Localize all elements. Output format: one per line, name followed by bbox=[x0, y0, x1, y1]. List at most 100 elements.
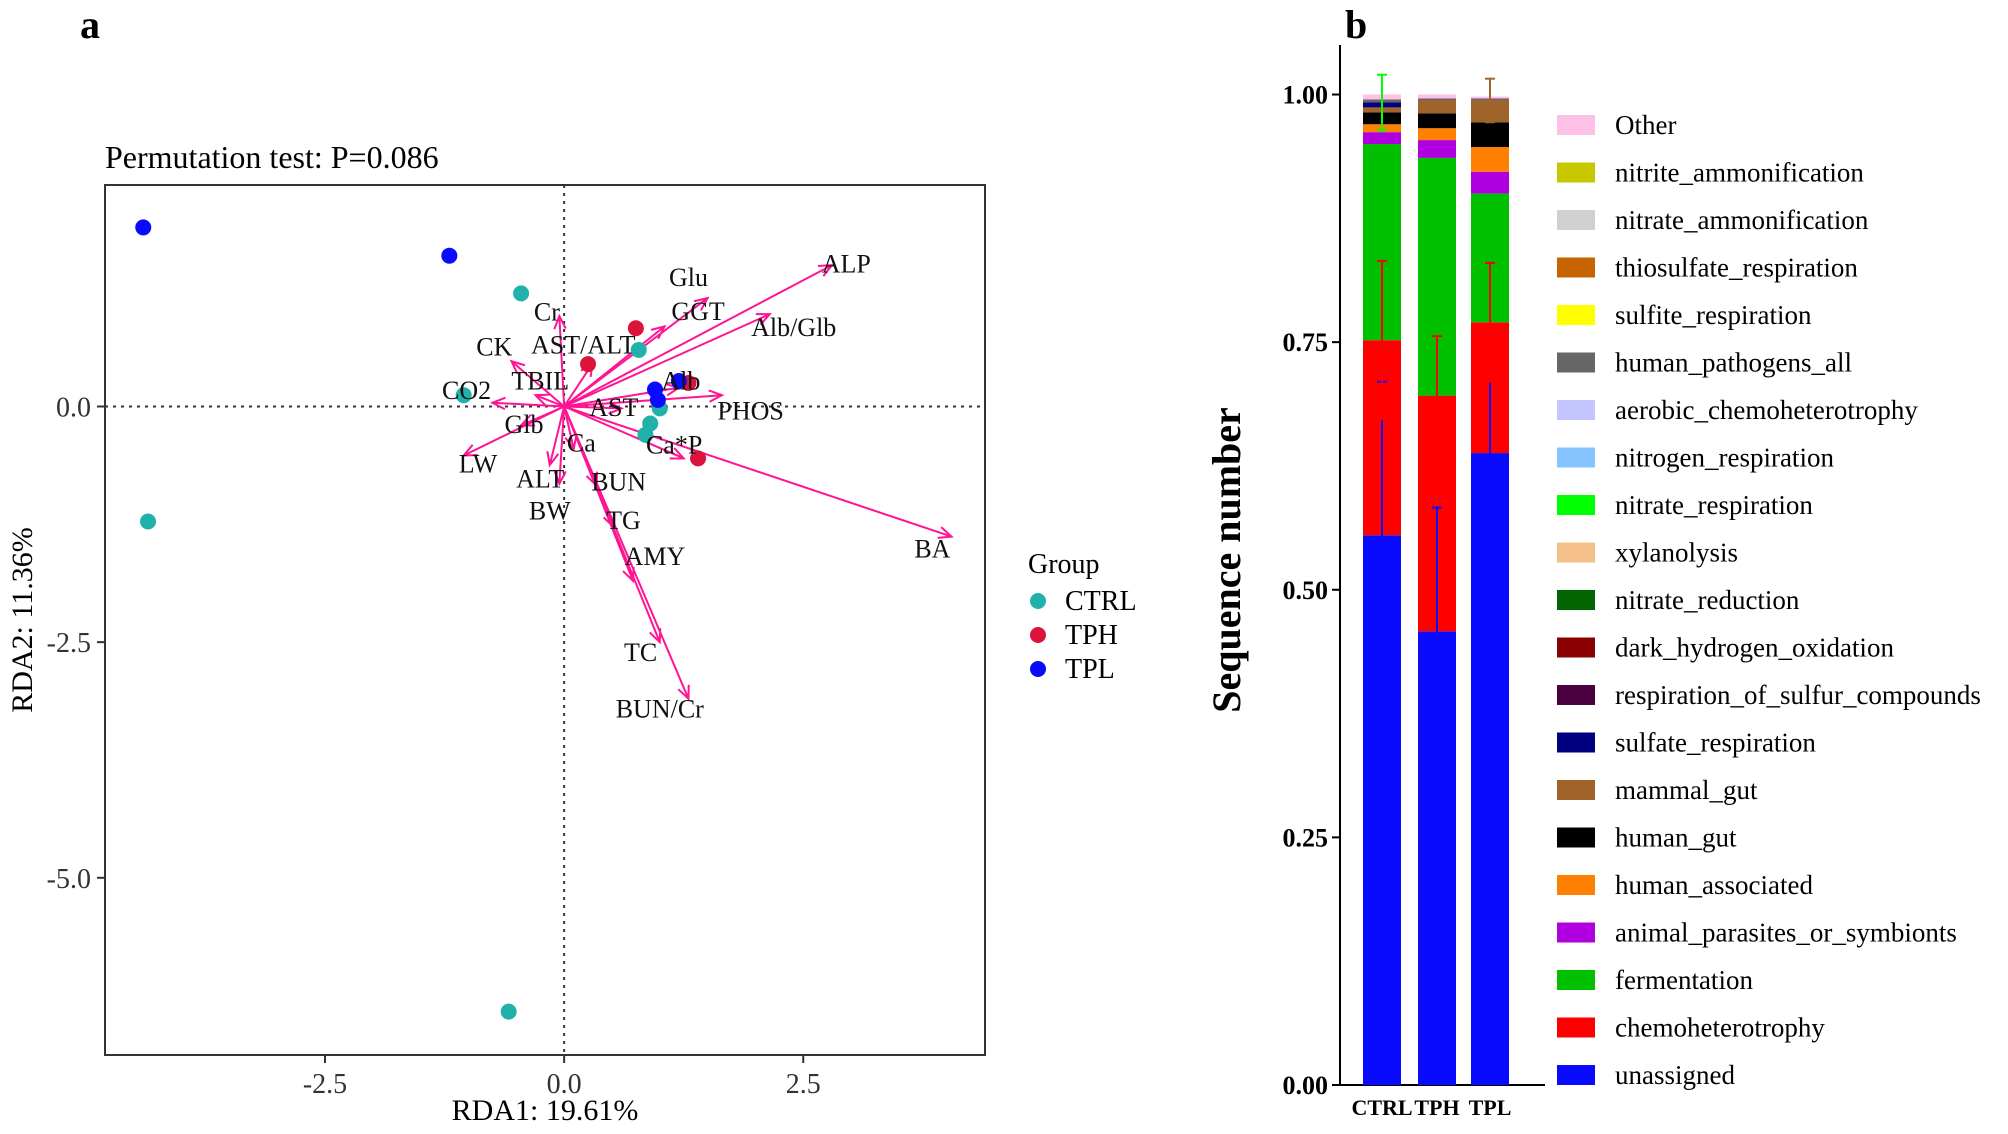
rda-y-tick-label: 0.0 bbox=[56, 393, 91, 424]
vector-phos bbox=[564, 389, 725, 408]
vector-arrowhead bbox=[585, 471, 599, 488]
vector-label-phos: PHOS bbox=[717, 397, 783, 426]
legend-label-ctrl: CTRL bbox=[1065, 586, 1137, 617]
vector-label-bw: BW bbox=[529, 497, 571, 526]
legend-swatch bbox=[1557, 732, 1595, 753]
error-bar-chemoheterotrophy bbox=[1485, 261, 1495, 383]
vector-label-tbil: TBIL bbox=[511, 367, 569, 396]
bar-y-axis-label: Sequence number bbox=[1204, 407, 1249, 713]
legend-swatch bbox=[1557, 257, 1595, 278]
vector-co2 bbox=[489, 396, 565, 410]
bar-y-tick-label: 0.25 bbox=[1283, 823, 1329, 852]
bar-error-bars bbox=[1377, 73, 1495, 757]
legend-label: animal_parasites_or_symbionts bbox=[1615, 918, 1957, 948]
legend-entry-unassigned: unassigned bbox=[1557, 1060, 1735, 1090]
legend-swatch bbox=[1557, 1065, 1595, 1085]
point-ctrl bbox=[630, 341, 647, 358]
legend-swatch bbox=[1557, 495, 1595, 515]
legend-label: xylanolysis bbox=[1615, 538, 1738, 568]
vector-ast bbox=[564, 401, 624, 415]
vector-label-alb-glb: Alb/Glb bbox=[751, 313, 836, 342]
point-tpl bbox=[649, 391, 666, 408]
vector-label-glb: Glb bbox=[504, 410, 543, 439]
vector-line bbox=[548, 406, 566, 466]
legend-entry-aerobic-chemoheterotrophy: aerobic_chemoheterotrophy bbox=[1557, 395, 1918, 425]
vector-label-alt: ALT bbox=[516, 465, 564, 494]
rda-x-axis-label: RDA1: 19.61% bbox=[452, 1094, 639, 1127]
point-ctrl bbox=[500, 1003, 517, 1020]
legend-entry-nitrate-ammonification: nitrate_ammonification bbox=[1557, 205, 1869, 235]
bar-y-ticks: 0.00 0.25 0.50 0.75 1.00 bbox=[1283, 81, 1340, 1100]
rda-legend-title: Group bbox=[1028, 549, 1100, 580]
vector-alb-glb bbox=[563, 313, 773, 408]
vector-arrowhead bbox=[489, 396, 506, 410]
vector-label-amy: AMY bbox=[625, 542, 686, 571]
legend-label: human_pathogens_all bbox=[1615, 348, 1852, 378]
point-tph bbox=[580, 356, 597, 373]
vector-line bbox=[563, 264, 833, 408]
bar-category-label-tph: TPH bbox=[1414, 1095, 1459, 1120]
vector-line bbox=[563, 313, 771, 408]
point-tpl bbox=[670, 373, 687, 390]
vector-label-ggt: GGT bbox=[671, 297, 725, 326]
vector-label-tg: TG bbox=[606, 506, 641, 535]
legend-swatch bbox=[1557, 162, 1595, 183]
rda-points bbox=[135, 219, 707, 1020]
vector-ggt bbox=[563, 324, 667, 408]
vector-line bbox=[563, 325, 666, 408]
segment-human-gut bbox=[1471, 122, 1509, 148]
rda-ticks: -2.5 0.0 2.5 0.0 -2.5 -5.0 bbox=[47, 393, 821, 1100]
vector-arrowhead bbox=[669, 447, 686, 460]
legend-swatch bbox=[1557, 115, 1595, 135]
rda-vector-labels: ALP Alb/Glb Glu GGT Alb PHOS BA Ca*P BUN/Cr TC AMY… bbox=[442, 250, 951, 724]
rda-x-tick-label: 0.0 bbox=[547, 1069, 582, 1100]
vector-label-tc: TC bbox=[624, 638, 657, 667]
segment-animal-parasites-or-symbionts bbox=[1471, 171, 1509, 194]
bar-y-tick-label: 0.00 bbox=[1283, 1071, 1329, 1100]
vector-bun bbox=[563, 406, 599, 488]
bar-legend: Other nitrite_ammonification nitrate_ammon… bbox=[1557, 110, 1981, 1090]
legend-label: aerobic_chemoheterotrophy bbox=[1615, 395, 1918, 425]
vector-line bbox=[564, 405, 622, 410]
legend-entry-fermentation: fermentation bbox=[1557, 965, 1753, 995]
vector-cr bbox=[553, 313, 567, 407]
vector-label-ba: BA bbox=[914, 534, 950, 563]
legend-swatch bbox=[1557, 352, 1595, 373]
legend-entry-mammal-gut: mammal_gut bbox=[1557, 775, 1758, 805]
legend-swatch bbox=[1557, 827, 1595, 848]
legend-swatch bbox=[1557, 1017, 1595, 1038]
vector-arrowhead bbox=[648, 628, 662, 645]
vector-label-bun-cr: BUN/Cr bbox=[616, 695, 704, 724]
legend-label: nitrate_ammonification bbox=[1615, 205, 1869, 235]
legend-entry-other: Other bbox=[1557, 110, 1676, 140]
legend-entry-sulfite-respiration: sulfite_respiration bbox=[1557, 300, 1812, 330]
vector-line bbox=[463, 405, 565, 457]
rda-y-tick-label: -5.0 bbox=[47, 864, 91, 895]
legend-swatch-tpl bbox=[1030, 661, 1046, 677]
legend-swatch bbox=[1557, 210, 1595, 230]
point-ctrl bbox=[140, 513, 157, 530]
legend-swatch bbox=[1557, 542, 1595, 563]
legend-label: nitrate_respiration bbox=[1615, 490, 1813, 520]
point-tpl bbox=[441, 247, 458, 264]
legend-entry-human-pathogens-all: human_pathogens_all bbox=[1557, 348, 1852, 378]
legend-entry-sulfate-respiration: sulfate_respiration bbox=[1557, 728, 1816, 758]
vector-arrowhead bbox=[677, 684, 690, 701]
rda-x-tick-label: -2.5 bbox=[303, 1069, 347, 1100]
error-bar-chemoheterotrophy bbox=[1377, 259, 1387, 421]
legend-entry-dark-hydrogen-oxidation: dark_hydrogen_oxidation bbox=[1557, 633, 1894, 663]
legend-entry-respiration-of-sulfur-compounds: respiration_of_sulfur_compounds bbox=[1557, 680, 1981, 710]
vector-arrowhead bbox=[553, 313, 567, 330]
vector-label-co2: CO2 bbox=[442, 376, 491, 405]
legend-label: sulfite_respiration bbox=[1615, 300, 1812, 330]
error-bar-chemoheterotrophy bbox=[1432, 335, 1442, 457]
bar-category-label-tpl: TPL bbox=[1469, 1095, 1512, 1120]
legend-label: Other bbox=[1615, 110, 1676, 140]
vector-label-ca: Ca bbox=[567, 429, 596, 458]
segment-human-gut bbox=[1418, 113, 1456, 129]
legend-label: nitrate_reduction bbox=[1615, 585, 1800, 615]
legend-label: mammal_gut bbox=[1615, 775, 1758, 805]
vector-label-ast-alt: AST/ALT bbox=[531, 331, 636, 360]
vector-arrowhead bbox=[603, 513, 616, 530]
